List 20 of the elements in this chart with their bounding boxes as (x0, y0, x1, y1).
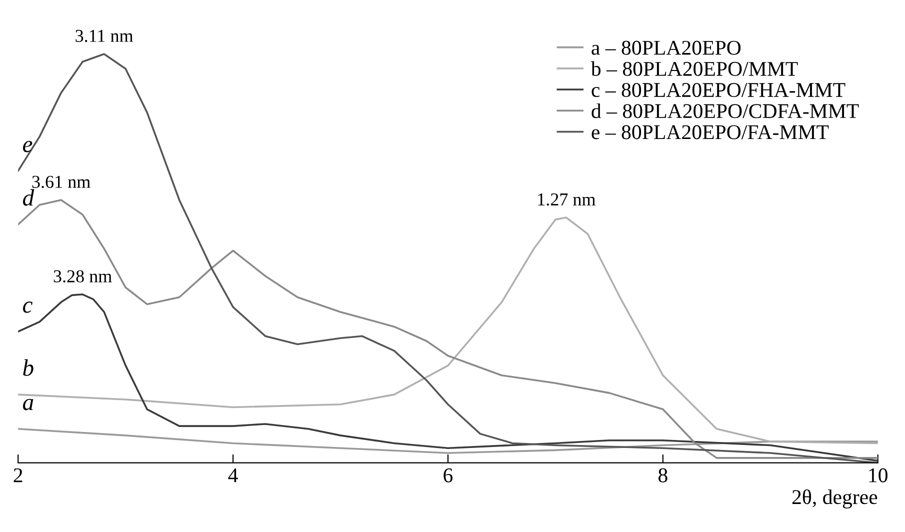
x-tick-label: 8 (658, 468, 668, 482)
legend-label: b – 80PLA20EPO/MMT (590, 61, 798, 76)
annotation: 3.61 nm (32, 176, 90, 188)
annotation: b (23, 359, 34, 376)
legend-label: d – 80PLA20EPO/CDFA-MMT (592, 103, 859, 118)
x-tick-label: 6 (444, 468, 453, 482)
annotation: d (22, 189, 34, 206)
x-tick-label: 2 (14, 468, 22, 482)
x-tick-label: 4 (228, 468, 238, 482)
annotation: 1.27 nm (538, 193, 596, 206)
x-axis-title: 2θ, degree (792, 489, 878, 508)
x-tick-label: 10 (869, 468, 888, 482)
annotation: c (22, 302, 32, 313)
annotation: e (22, 140, 32, 152)
legend-label: a – 80PLA20EPO (592, 40, 741, 55)
annotation: 3.28 nm (54, 270, 112, 282)
legend-label: c – 80PLA20EPO/FHA-MMT (592, 82, 846, 98)
annotation: a (22, 398, 34, 410)
annotation: 3.11 nm (76, 30, 134, 42)
legend-label: e – 80PLA20EPO/FA-MMT (592, 125, 829, 140)
